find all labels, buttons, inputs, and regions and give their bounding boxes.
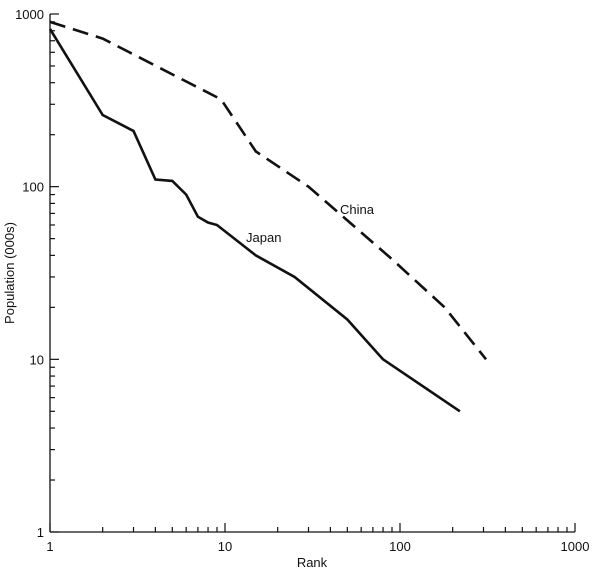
y-tick-label: 10 [30,352,44,367]
x-tick-label: 1000 [561,539,590,554]
y-ticks: 1 10 100 1000 [15,7,59,540]
x-ticks: 1 10 100 1000 [46,523,589,554]
series-layer: China Japan [48,20,488,413]
y-tick-label: 1000 [15,7,44,22]
series-china-line [49,20,488,361]
x-axis-title: Rank [297,555,328,570]
series-label-japan: Japan [246,230,281,245]
x-tick-label: 100 [389,539,411,554]
x-axis: 1 10 100 1000 Rank [46,523,589,570]
y-axis-title: Population (000s) [2,222,17,324]
y-tick-label: 100 [22,180,44,195]
y-tick-label: 1 [37,525,44,540]
series-label-china: China [340,202,375,217]
x-tick-label: 1 [46,539,53,554]
y-axis: 1 10 100 1000 Population (000s) [2,7,59,540]
x-tick-label: 10 [218,539,232,554]
series-japan-line [48,28,461,413]
